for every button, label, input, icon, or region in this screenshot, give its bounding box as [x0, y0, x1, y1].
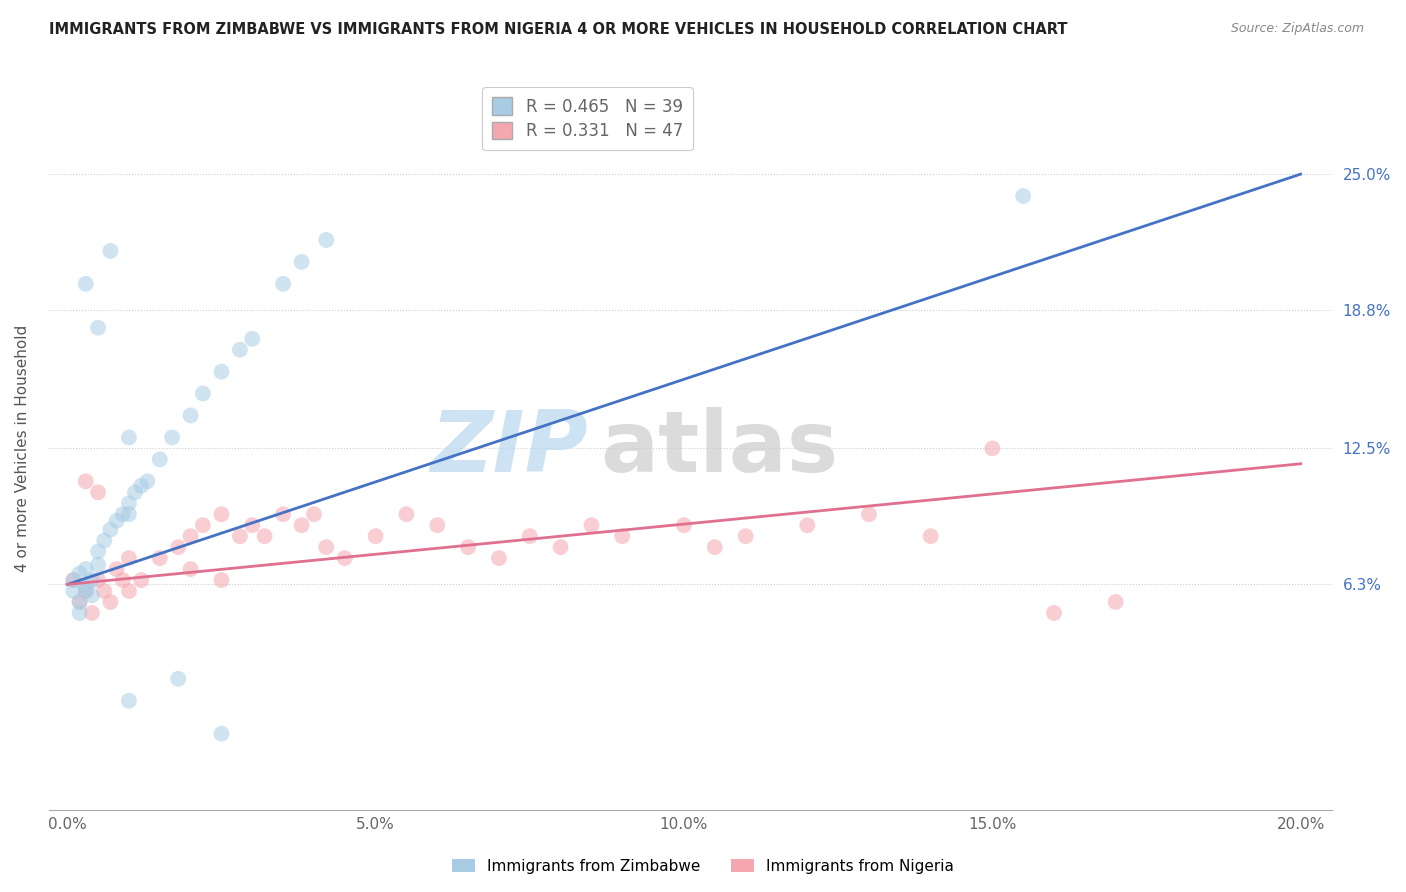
Point [129, 479, 152, 493]
Point [672, 518, 695, 533]
Point [75, 584, 97, 599]
Point [581, 518, 603, 533]
Legend: Immigrants from Zimbabwe, Immigrants from Nigeria: Immigrants from Zimbabwe, Immigrants fro… [446, 853, 960, 880]
Point [291, 255, 314, 269]
Point [302, 507, 325, 521]
Text: Source: ZipAtlas.com: Source: ZipAtlas.com [1230, 22, 1364, 36]
Point [69, 595, 91, 609]
Point [315, 233, 337, 247]
Point [62, 584, 84, 599]
Point [118, 430, 141, 444]
Point [734, 529, 756, 543]
Point [118, 694, 141, 708]
Point [136, 475, 159, 489]
Point [75, 277, 97, 291]
Point [75, 562, 97, 576]
Point [920, 529, 942, 543]
Point [87, 544, 110, 558]
Point [858, 507, 880, 521]
Point [62, 573, 84, 587]
Point [118, 496, 141, 510]
Point [93, 533, 115, 548]
Point [180, 529, 202, 543]
Point [1043, 606, 1066, 620]
Y-axis label: 4 or more Vehicles in Household: 4 or more Vehicles in Household [15, 325, 30, 572]
Point [111, 507, 134, 521]
Text: atlas: atlas [600, 407, 838, 490]
Point [229, 343, 252, 357]
Point [118, 584, 141, 599]
Point [87, 573, 110, 587]
Point [612, 529, 634, 543]
Point [703, 540, 725, 554]
Point [105, 562, 128, 576]
Point [209, 573, 232, 587]
Point [240, 518, 263, 533]
Point [981, 442, 1004, 456]
Point [315, 540, 337, 554]
Point [100, 595, 122, 609]
Point [229, 529, 252, 543]
Point [209, 365, 232, 379]
Point [253, 529, 276, 543]
Point [209, 507, 232, 521]
Point [488, 551, 510, 566]
Point [796, 518, 818, 533]
Point [149, 551, 172, 566]
Point [1012, 189, 1035, 203]
Text: ZIP: ZIP [430, 407, 588, 490]
Point [167, 540, 190, 554]
Point [69, 566, 91, 581]
Point [333, 551, 356, 566]
Text: IMMIGRANTS FROM ZIMBABWE VS IMMIGRANTS FROM NIGERIA 4 OR MORE VEHICLES IN HOUSEH: IMMIGRANTS FROM ZIMBABWE VS IMMIGRANTS F… [49, 22, 1067, 37]
Point [80, 589, 103, 603]
Point [240, 332, 263, 346]
Point [191, 518, 214, 533]
Point [271, 277, 294, 291]
Point [75, 584, 97, 599]
Point [395, 507, 418, 521]
Point [426, 518, 449, 533]
Point [87, 320, 110, 334]
Point [160, 430, 183, 444]
Point [167, 672, 190, 686]
Point [75, 475, 97, 489]
Point [69, 595, 91, 609]
Point [149, 452, 172, 467]
Point [209, 726, 232, 740]
Point [105, 514, 128, 528]
Point [87, 558, 110, 572]
Point [87, 485, 110, 500]
Point [80, 606, 103, 620]
Point [191, 386, 214, 401]
Point [271, 507, 294, 521]
Point [180, 409, 202, 423]
Point [69, 606, 91, 620]
Point [93, 584, 115, 599]
Point [124, 485, 146, 500]
Point [75, 580, 97, 594]
Point [180, 562, 202, 576]
Point [80, 573, 103, 587]
Point [100, 244, 122, 258]
Point [111, 573, 134, 587]
Point [519, 529, 541, 543]
Point [550, 540, 572, 554]
Point [364, 529, 387, 543]
Point [100, 523, 122, 537]
Point [129, 573, 152, 587]
Point [118, 507, 141, 521]
Point [118, 551, 141, 566]
Point [62, 573, 84, 587]
Point [1105, 595, 1128, 609]
Point [291, 518, 314, 533]
Point [457, 540, 479, 554]
Legend: R = 0.465   N = 39, R = 0.331   N = 47: R = 0.465 N = 39, R = 0.331 N = 47 [482, 87, 693, 151]
